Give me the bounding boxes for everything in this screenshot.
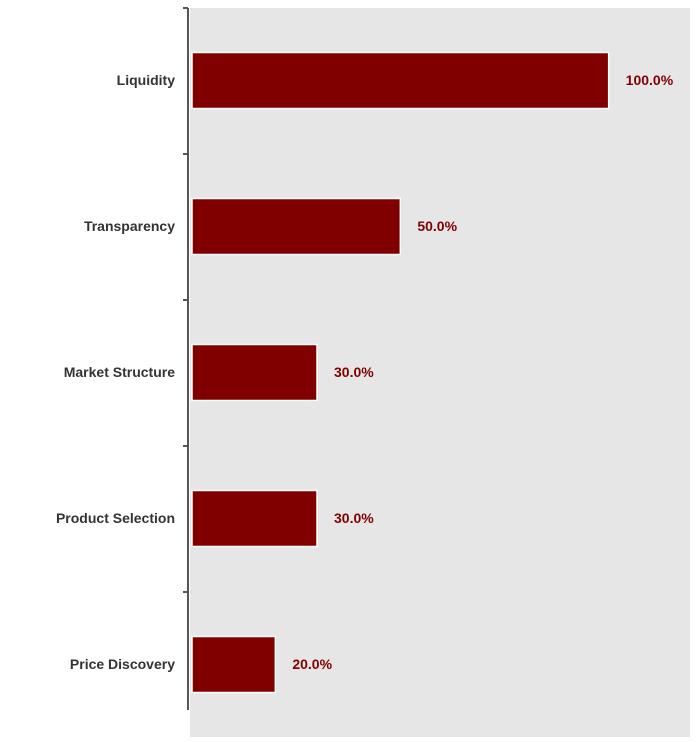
value-label: 30.0% [334, 510, 374, 526]
bar [191, 635, 277, 694]
bar [191, 489, 318, 548]
value-label: 100.0% [626, 72, 674, 88]
bar [191, 343, 318, 402]
bar [191, 51, 610, 110]
value-label: 20.0% [292, 656, 332, 672]
y-tick-label: Liquidity [117, 72, 176, 88]
value-label: 50.0% [417, 218, 457, 234]
bar [191, 197, 402, 256]
y-tick-label: Price Discovery [70, 656, 175, 672]
y-tick-label: Market Structure [64, 364, 175, 380]
value-label: 30.0% [334, 364, 374, 380]
y-tick-label: Product Selection [56, 510, 175, 526]
y-tick-label: Transparency [84, 218, 175, 234]
